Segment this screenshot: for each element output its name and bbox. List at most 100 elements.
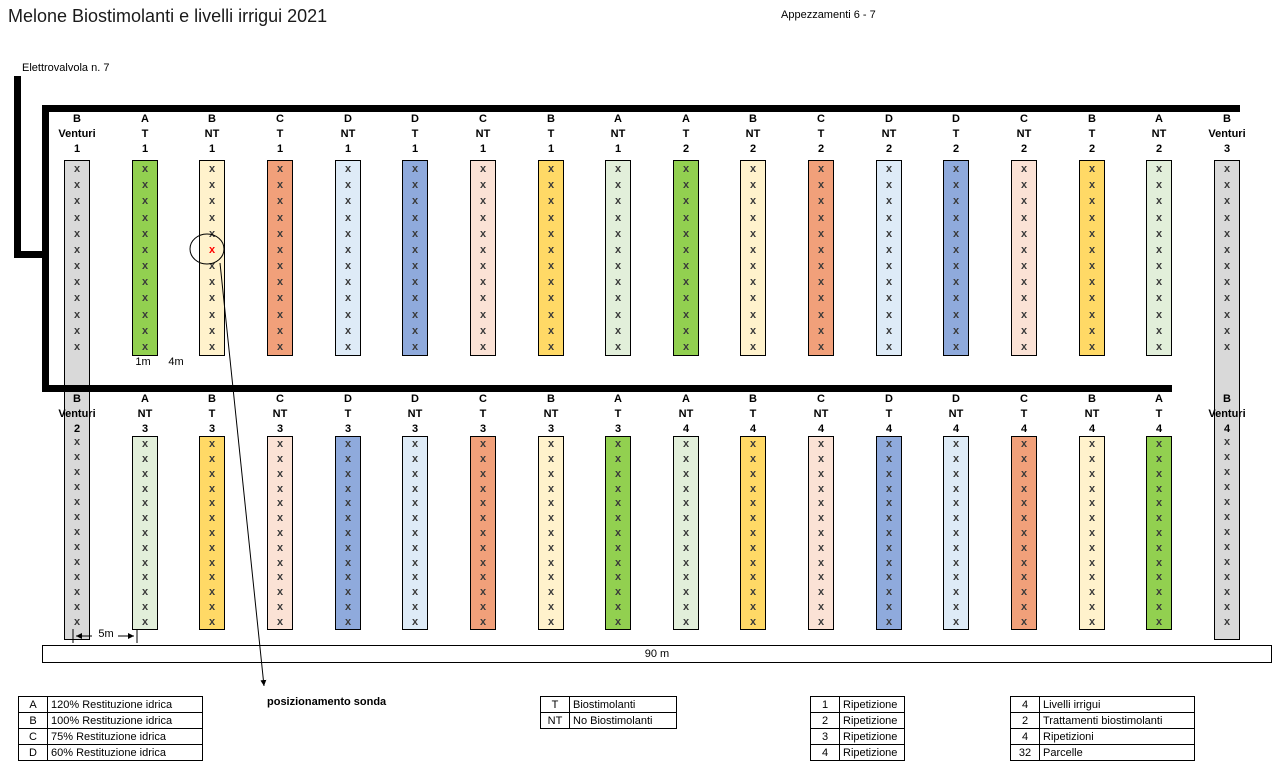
valve-label: Elettrovalvola n. 7 — [22, 62, 110, 74]
x-mark: x — [614, 211, 622, 224]
x-mark: x — [1020, 276, 1028, 289]
plot-header-line: NT — [1016, 128, 1032, 140]
x-mark: x — [547, 227, 555, 240]
plot-header-line: NT — [813, 408, 829, 420]
x-mark: x — [1088, 163, 1096, 176]
x-mark: x — [1155, 556, 1163, 569]
x-mark: x — [1088, 482, 1096, 495]
plot-header-line: NT — [272, 408, 288, 420]
x-mark: x — [1155, 179, 1163, 192]
x-mark: x — [682, 260, 690, 273]
plot-header-line: NT — [204, 128, 220, 140]
x-mark: x — [208, 276, 216, 289]
x-mark: x — [817, 526, 825, 539]
plot-header-line: NT — [1151, 128, 1167, 140]
x-mark: x — [411, 526, 419, 539]
x-mark: x — [547, 179, 555, 192]
x-mark: x — [614, 453, 622, 466]
x-mark: x — [1088, 179, 1096, 192]
legend-label: Biostimolanti — [569, 696, 677, 713]
plot-header-line: 1 — [276, 143, 284, 155]
x-mark: x — [344, 292, 352, 305]
plot-header-line: T — [1155, 408, 1163, 420]
x-mark: x — [208, 482, 216, 495]
x-mark: x — [276, 340, 284, 353]
x-mark: x — [952, 260, 960, 273]
x-mark: x — [276, 497, 284, 510]
legend-biostimulant-row: T Biostimolanti — [540, 696, 677, 713]
x-mark: x — [952, 615, 960, 628]
legend-key: 32 — [1010, 744, 1040, 761]
x-mark: x — [614, 541, 622, 554]
x-mark: x — [1155, 211, 1163, 224]
x-mark: x — [952, 541, 960, 554]
x-mark: x — [1223, 585, 1231, 598]
x-mark: x — [276, 438, 284, 451]
x-mark: x — [885, 600, 893, 613]
plot-header-line: T — [479, 408, 487, 420]
x-mark: x — [411, 467, 419, 480]
legend-irrigation-table: A 120% Restituzione idrica B 100% Restituzi… — [18, 696, 203, 761]
plot-header-line: B — [1223, 393, 1231, 405]
x-mark: x — [885, 324, 893, 337]
x-mark: x — [1155, 276, 1163, 289]
x-mark: x — [411, 324, 419, 337]
x-mark: x — [817, 324, 825, 337]
x-mark: x — [141, 163, 149, 176]
x-mark: x — [952, 179, 960, 192]
x-mark: x — [749, 292, 757, 305]
x-mark: x — [276, 453, 284, 466]
legend-label: 60% Restituzione idrica — [47, 744, 203, 761]
x-mark: x — [817, 467, 825, 480]
x-mark: x — [1020, 292, 1028, 305]
legend-key: A — [18, 696, 48, 713]
x-mark: x — [682, 438, 690, 451]
x-mark: x — [276, 292, 284, 305]
legend-label: Ripetizione — [839, 696, 905, 713]
x-mark: x — [1223, 179, 1231, 192]
x-mark: x — [73, 211, 81, 224]
x-mark: x — [479, 453, 487, 466]
plot-header-line: C — [479, 113, 487, 125]
plot-header-line: C — [276, 393, 284, 405]
plot-header-line: 2 — [749, 143, 757, 155]
plot-header-line: NT — [881, 128, 897, 140]
x-mark: x — [1223, 466, 1231, 479]
x-mark: x — [749, 260, 757, 273]
x-mark: x — [276, 163, 284, 176]
x-mark: x — [547, 308, 555, 321]
x-mark: x — [952, 571, 960, 584]
x-mark: x — [1088, 308, 1096, 321]
x-mark: x — [885, 179, 893, 192]
x-mark: x — [411, 556, 419, 569]
x-mark: x — [1088, 497, 1096, 510]
plot-header-line: 2 — [952, 143, 960, 155]
x-mark: x — [344, 512, 352, 525]
plot-header-line: T — [1088, 128, 1096, 140]
x-mark: x — [682, 276, 690, 289]
x-mark: x — [749, 438, 757, 451]
plot-header-line: A — [1155, 113, 1163, 125]
x-mark: x — [344, 482, 352, 495]
x-mark: x — [1020, 163, 1028, 176]
x-mark: x — [208, 227, 216, 240]
legend-repetition-row: 3 Ripetizione — [810, 728, 905, 745]
x-mark: x — [1155, 541, 1163, 554]
x-mark: x — [1223, 227, 1231, 240]
x-mark: x — [1223, 243, 1231, 256]
x-mark: x — [411, 615, 419, 628]
plot-header: A NT 3 — [113, 392, 177, 437]
x-mark: x — [208, 526, 216, 539]
x-mark: x — [1020, 512, 1028, 525]
